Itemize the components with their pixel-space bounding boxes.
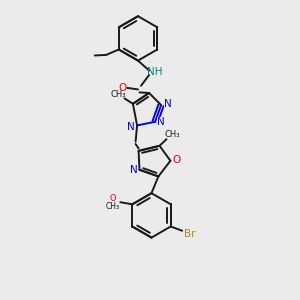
Text: N: N (130, 165, 137, 176)
Text: N: N (157, 117, 165, 128)
Text: NH: NH (147, 67, 162, 77)
Text: N: N (164, 99, 172, 110)
Text: CH₃: CH₃ (165, 130, 180, 139)
Text: N: N (127, 122, 135, 132)
Text: CH₃: CH₃ (105, 202, 119, 211)
Text: O: O (119, 83, 127, 93)
Text: O: O (109, 194, 116, 203)
Text: Br: Br (184, 229, 195, 239)
Text: O: O (172, 154, 181, 165)
Text: CH₃: CH₃ (111, 90, 126, 99)
